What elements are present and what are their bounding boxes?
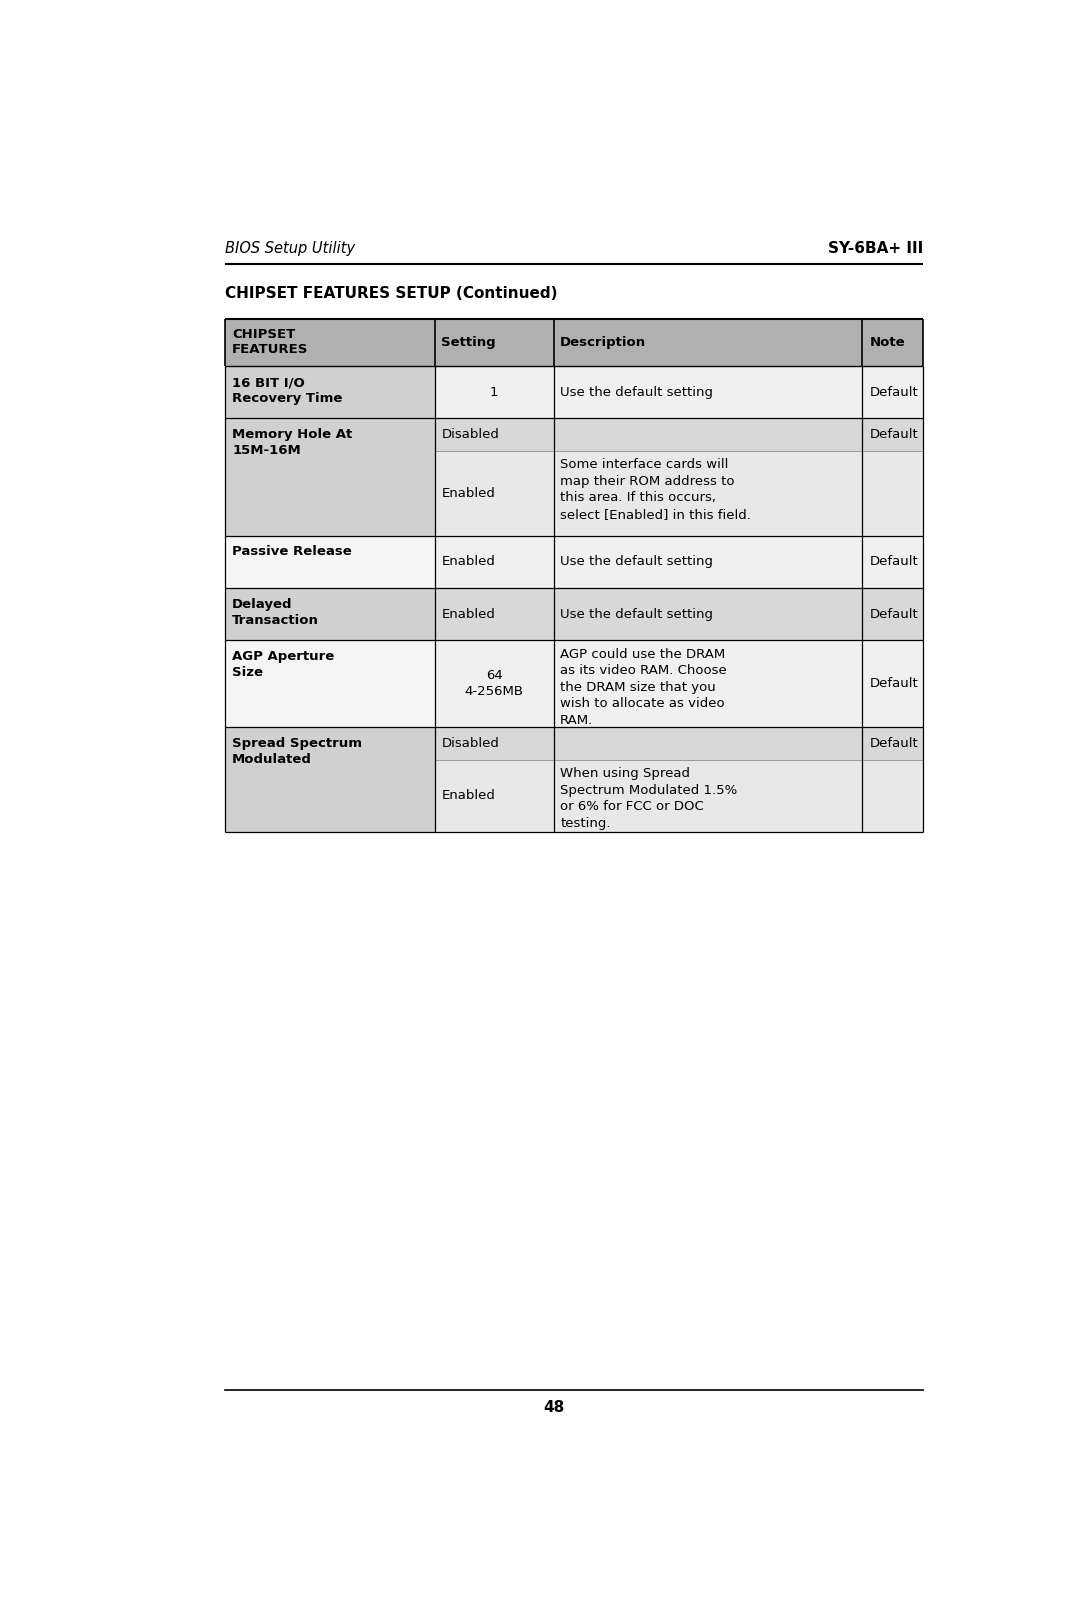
Bar bbox=[226, 641, 434, 728]
Bar bbox=[434, 641, 923, 728]
Bar bbox=[434, 760, 923, 832]
Bar bbox=[226, 587, 434, 641]
Text: AGP Aperture
Size: AGP Aperture Size bbox=[232, 650, 335, 680]
Text: Default: Default bbox=[869, 738, 919, 751]
Text: Enabled: Enabled bbox=[442, 487, 496, 500]
Text: Description: Description bbox=[561, 337, 646, 349]
Text: Enabled: Enabled bbox=[442, 607, 496, 621]
Text: Delayed
Transaction: Delayed Transaction bbox=[232, 597, 319, 626]
Text: AGP could use the DRAM
as its video RAM. Choose
the DRAM size that you
wish to a: AGP could use the DRAM as its video RAM.… bbox=[561, 647, 727, 726]
Text: 48: 48 bbox=[543, 1400, 564, 1416]
Bar bbox=[434, 536, 923, 587]
Text: Disabled: Disabled bbox=[442, 429, 499, 442]
Text: BIOS Setup Utility: BIOS Setup Utility bbox=[226, 241, 355, 257]
Text: Spread Spectrum
Modulated: Spread Spectrum Modulated bbox=[232, 738, 362, 767]
Text: CHIPSET FEATURES SETUP (Continued): CHIPSET FEATURES SETUP (Continued) bbox=[226, 286, 558, 301]
Text: Memory Hole At
15M-16M: Memory Hole At 15M-16M bbox=[232, 429, 352, 458]
Bar bbox=[226, 319, 923, 366]
Text: Some interface cards will
map their ROM address to
this area. If this occurs,
se: Some interface cards will map their ROM … bbox=[561, 458, 751, 521]
Text: Note: Note bbox=[869, 337, 905, 349]
Text: CHIPSET
FEATURES: CHIPSET FEATURES bbox=[232, 328, 309, 356]
Bar bbox=[226, 419, 434, 536]
Text: Default: Default bbox=[869, 429, 919, 442]
Bar bbox=[226, 366, 434, 419]
Bar bbox=[226, 536, 434, 587]
Text: 16 BIT I/O
Recovery Time: 16 BIT I/O Recovery Time bbox=[232, 375, 342, 404]
Text: Disabled: Disabled bbox=[442, 738, 499, 751]
Bar bbox=[434, 587, 923, 641]
Text: Default: Default bbox=[869, 555, 919, 568]
Bar bbox=[434, 728, 923, 760]
Text: Enabled: Enabled bbox=[442, 790, 496, 803]
Text: When using Spread
Spectrum Modulated 1.5%
or 6% for FCC or DOC
testing.: When using Spread Spectrum Modulated 1.5… bbox=[561, 767, 738, 830]
Text: Use the default setting: Use the default setting bbox=[561, 385, 713, 398]
Text: Use the default setting: Use the default setting bbox=[561, 607, 713, 621]
Text: Enabled: Enabled bbox=[442, 555, 496, 568]
Text: Passive Release: Passive Release bbox=[232, 545, 352, 558]
Bar bbox=[434, 451, 923, 536]
Text: Default: Default bbox=[869, 607, 919, 621]
Text: 64
4-256MB: 64 4-256MB bbox=[464, 670, 524, 699]
Text: 1: 1 bbox=[490, 385, 498, 398]
Text: Setting: Setting bbox=[441, 337, 496, 349]
Text: Default: Default bbox=[869, 385, 919, 398]
Text: Default: Default bbox=[869, 678, 919, 691]
Bar bbox=[226, 728, 434, 832]
Bar bbox=[434, 419, 923, 451]
Text: Use the default setting: Use the default setting bbox=[561, 555, 713, 568]
Bar bbox=[434, 366, 923, 419]
Text: SY-6BA+ III: SY-6BA+ III bbox=[828, 241, 923, 257]
